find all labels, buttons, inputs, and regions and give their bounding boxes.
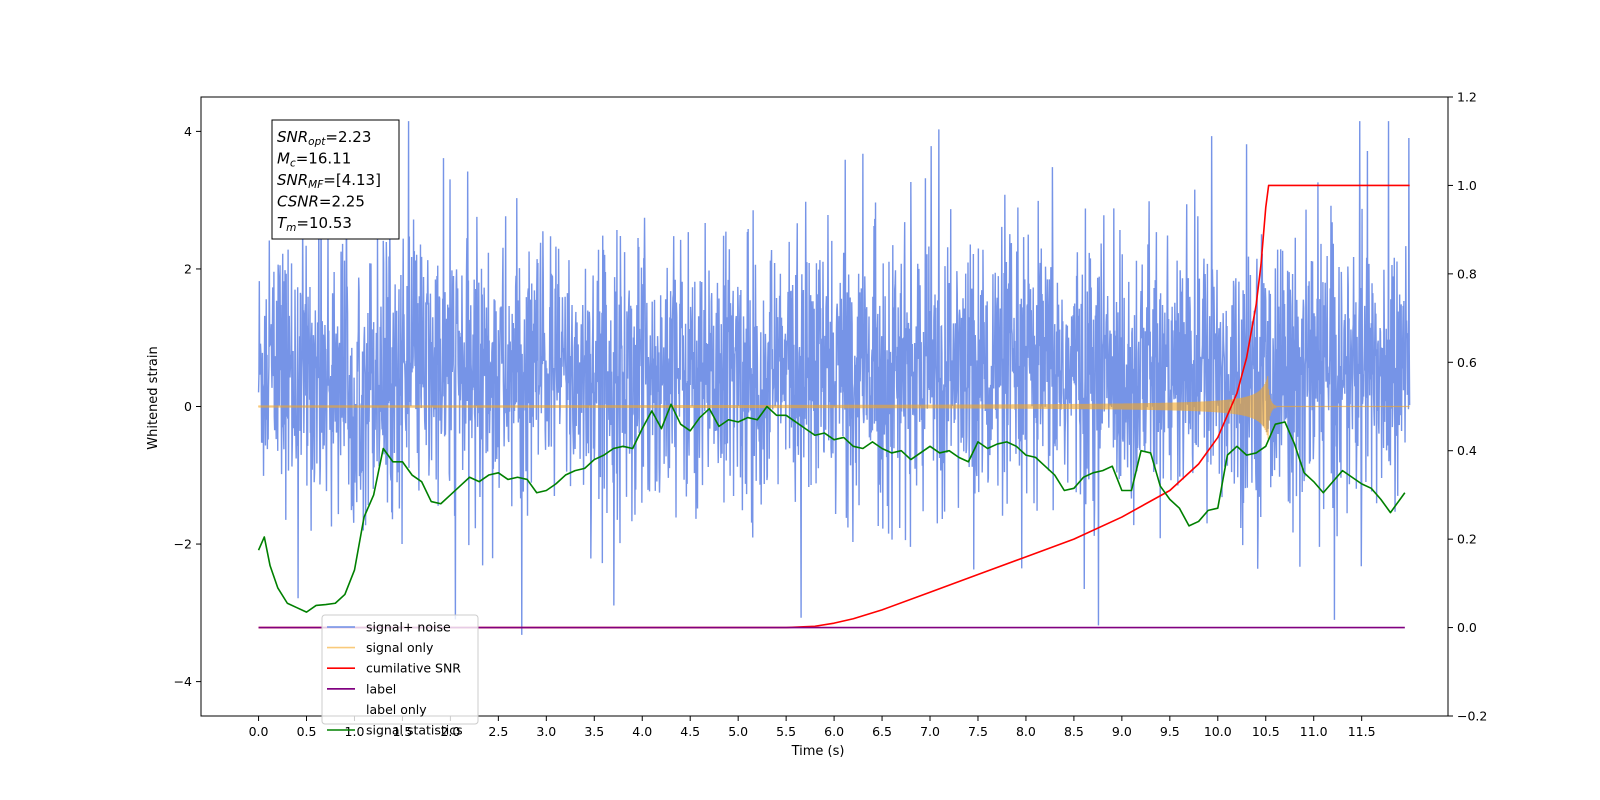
- x-tick-label: 0.5: [297, 724, 317, 739]
- legend-label: signal+ noise: [366, 620, 451, 635]
- annotation-line: Tm=10.53: [277, 214, 352, 234]
- x-axis-label: Time (s): [791, 744, 845, 759]
- x-tick-label: 9.5: [1160, 724, 1180, 739]
- x-tick-label: 3.5: [584, 724, 604, 739]
- x-tick-label: 5.5: [776, 724, 796, 739]
- x-tick-label: 7.0: [920, 724, 940, 739]
- annotation-line: SNRMF=[4.13]: [277, 171, 381, 191]
- x-tick-label: 7.5: [968, 724, 988, 739]
- series-signal-statistics-line: [257, 403, 1406, 613]
- x-tick-label: 6.0: [824, 724, 844, 739]
- x-tick-label: 0.0: [249, 724, 269, 739]
- y-right-tick-label: 0.6: [1457, 355, 1477, 370]
- y-right-tick-label: 0.4: [1457, 443, 1477, 458]
- legend-frame: [321, 614, 479, 725]
- x-tick-label: 2.5: [488, 724, 508, 739]
- legend-label: cumilative SNR: [366, 661, 461, 676]
- y-right-tick-label: 1.2: [1457, 90, 1477, 105]
- x-tick-label: 4.0: [632, 724, 652, 739]
- y-right-tick-label: 1.0: [1457, 178, 1477, 193]
- x-tick-label: 4.5: [680, 724, 700, 739]
- x-tick-label: 11.0: [1300, 724, 1328, 739]
- axes: 0.0 0.5 1.0 1.5 2.0 2.5 3.0 3.5 4.0 4.5 5.0 5.5 6.0 6…: [174, 90, 1488, 740]
- y-right-tick-label: 0.8: [1457, 266, 1477, 281]
- x-tick-label: 8.5: [1064, 724, 1084, 739]
- x-tick-label: 3.0: [536, 724, 556, 739]
- annotation-frame: [271, 119, 400, 240]
- annotation-line: SNRopt=2.23: [277, 128, 371, 148]
- x-tick-label: 10.5: [1252, 724, 1280, 739]
- x-tick-label: 2.0: [440, 724, 460, 739]
- y-left-tick-label: 2: [184, 261, 192, 276]
- legend-label: label only: [366, 702, 427, 717]
- series-signal-only-line: [257, 376, 1410, 439]
- y-right-tick-label: 0.0: [1457, 620, 1477, 635]
- x-tick-label: 10.0: [1204, 724, 1232, 739]
- x-tick-label: 11.5: [1348, 724, 1376, 739]
- legend-label: signal only: [366, 640, 434, 655]
- legend: signal+ noise signal only cumilative SNR la…: [321, 614, 479, 738]
- x-tick-label: 9.0: [1112, 724, 1132, 739]
- y-right-tick-label: −0.2: [1457, 709, 1487, 724]
- x-tick-label: 1.0: [345, 724, 365, 739]
- x-tick-label: 5.0: [728, 724, 748, 739]
- plot-area: [257, 121, 1411, 635]
- x-tick-label: 8.0: [1016, 724, 1036, 739]
- y-left-tick-label: 0: [184, 399, 192, 414]
- y-right-tick-label: 0.2: [1457, 532, 1477, 547]
- x-tick-label: 1.5: [392, 724, 412, 739]
- legend-label: label: [366, 681, 396, 696]
- series-cumilative-snr-line: [258, 184, 1410, 629]
- y-left-tick-label: 4: [184, 124, 192, 139]
- annotation-line: CSNR=2.25: [277, 193, 365, 211]
- y-left-tick-label: −2: [174, 537, 192, 552]
- x-tick-label: 6.5: [872, 724, 892, 739]
- series-signal-noise-line: [257, 121, 1411, 635]
- y-left-tick-label: −4: [174, 674, 192, 689]
- y-axis-label: Whitened strain: [146, 346, 161, 449]
- legend-label: signal statistics: [366, 723, 463, 738]
- annotation-line: Mc=16.11: [277, 150, 351, 170]
